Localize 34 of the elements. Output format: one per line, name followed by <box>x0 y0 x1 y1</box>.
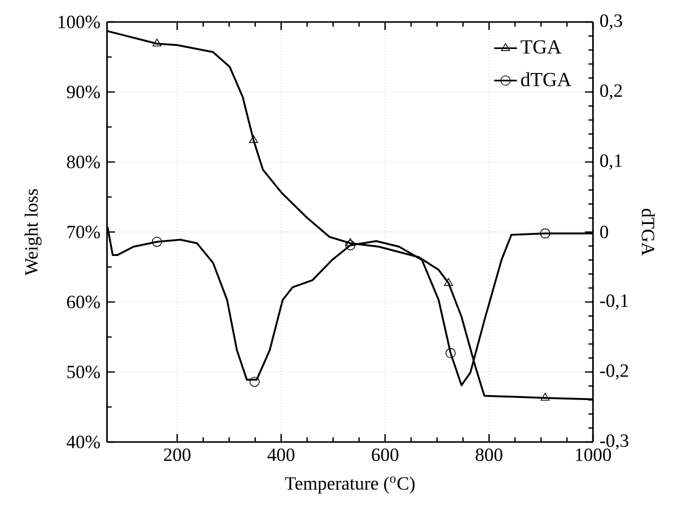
y-tick-label: 40% <box>66 436 100 448</box>
legend-label: dTGA <box>521 72 572 86</box>
y2-tick-label: 0,3 <box>600 14 622 30</box>
y-tick-label: 80% <box>67 156 100 168</box>
legend-label: TGA <box>520 40 562 54</box>
y2-tick-label: 0,1 <box>600 154 622 170</box>
point <box>346 238 355 246</box>
point <box>540 228 550 238</box>
x-tick-label: 1000 <box>576 448 611 462</box>
point <box>444 278 453 286</box>
y2-tick-label: -0,2 <box>600 364 628 380</box>
y2-tick-label: -0,3 <box>600 434 628 450</box>
y-tick-label: 70% <box>68 226 100 238</box>
x-tick-label: 800 <box>476 448 502 462</box>
y2-tick-label: 0 <box>600 226 608 238</box>
point <box>446 348 456 358</box>
x-tick-label: 200 <box>164 448 190 462</box>
point <box>250 376 260 387</box>
y-axis-title: Weight loss <box>24 189 42 276</box>
y-tick-label: 100% <box>58 16 100 28</box>
point <box>152 38 162 46</box>
y-tick-label: 60% <box>67 296 100 308</box>
point <box>152 236 162 247</box>
x-tick-label: 600 <box>372 448 398 462</box>
y2-axis-title: dTGA <box>642 208 655 256</box>
x-axis-title: Temperature ($^{o}$C) <box>284 476 415 494</box>
y2-tick-label: -0,1 <box>600 294 628 310</box>
point <box>345 240 356 250</box>
point <box>540 392 550 401</box>
y2-tick-label: 0,2 <box>600 84 622 100</box>
point <box>249 135 258 144</box>
y-tick-label: 50% <box>67 366 100 378</box>
x-tick-label: 400 <box>267 448 294 462</box>
y-tick-label: 90% <box>66 86 100 98</box>
